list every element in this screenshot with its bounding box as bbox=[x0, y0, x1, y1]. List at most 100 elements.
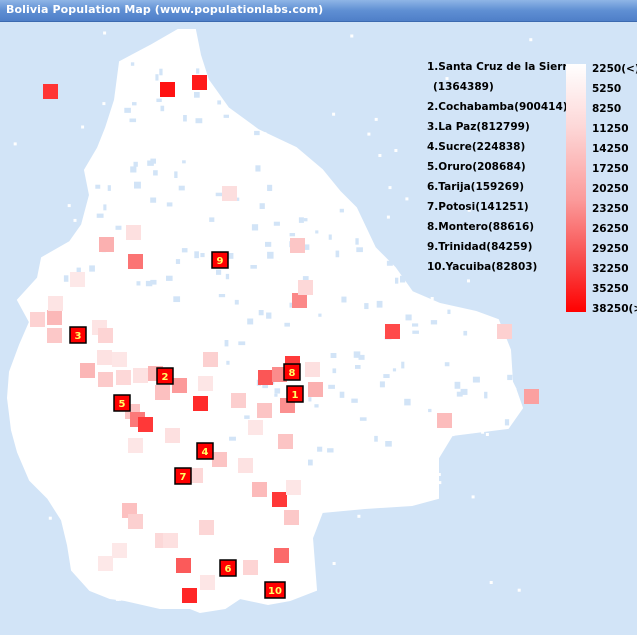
map-gap bbox=[267, 251, 274, 259]
marker-label: 1 bbox=[292, 390, 299, 401]
settlement-dot bbox=[84, 425, 88, 429]
map-gap bbox=[454, 381, 461, 389]
settlement-dot bbox=[430, 297, 434, 300]
settlement-dot bbox=[407, 305, 411, 309]
settlement-dot bbox=[217, 187, 220, 191]
settlement-dot bbox=[411, 457, 415, 461]
settlement-dot bbox=[228, 556, 232, 559]
settlement-dot bbox=[174, 212, 178, 216]
settlement-dot bbox=[211, 240, 215, 244]
map-gap bbox=[259, 203, 265, 209]
rank-item-1-population: (1364389) bbox=[433, 81, 494, 93]
settlement-dot bbox=[61, 454, 64, 458]
map-gap bbox=[364, 303, 369, 310]
settlement-dot bbox=[363, 449, 367, 452]
settlement-dot bbox=[101, 420, 105, 424]
settlement-dot bbox=[176, 122, 180, 126]
pop-cell bbox=[257, 403, 272, 418]
settlement-dot bbox=[87, 306, 91, 310]
settlement-dot bbox=[72, 450, 76, 454]
settlement-dot bbox=[284, 274, 288, 278]
settlement-dot bbox=[71, 396, 75, 400]
settlement-dot bbox=[224, 160, 227, 164]
map-gap bbox=[194, 92, 200, 98]
pop-cell bbox=[98, 328, 113, 343]
city-marker-potosi[interactable]: 7 bbox=[174, 467, 192, 485]
map-gap bbox=[355, 238, 359, 245]
pop-cell bbox=[48, 296, 63, 311]
settlement-dot bbox=[127, 358, 131, 361]
settlement-dot bbox=[482, 341, 486, 345]
map-gap bbox=[182, 160, 186, 164]
settlement-dot bbox=[377, 432, 381, 436]
city-marker-yacuiba[interactable]: 10 bbox=[264, 581, 286, 599]
settlement-dot bbox=[332, 112, 336, 116]
rank-item-2: 2.Cochabamba(900414) bbox=[427, 101, 568, 113]
settlement-dot bbox=[191, 40, 194, 44]
pop-cell bbox=[112, 352, 127, 367]
settlement-dot bbox=[99, 313, 103, 317]
pop-cell bbox=[192, 75, 207, 90]
pop-cell bbox=[298, 280, 313, 295]
map-gap bbox=[227, 253, 234, 259]
settlement-dot bbox=[281, 477, 285, 481]
settlement-dot bbox=[215, 184, 219, 187]
settlement-dot bbox=[87, 220, 91, 224]
settlement-dot bbox=[295, 446, 299, 449]
settlement-dot bbox=[284, 383, 288, 387]
settlement-dot bbox=[186, 530, 190, 534]
pop-cell bbox=[165, 428, 180, 443]
settlement-dot bbox=[182, 605, 186, 609]
settlement-dot bbox=[485, 346, 489, 350]
city-marker-montero[interactable]: 8 bbox=[283, 363, 301, 381]
city-markers[interactable]: 1 2 3 4 5 6 7 8 bbox=[69, 251, 304, 599]
settlement-dot bbox=[283, 577, 287, 581]
settlement-dot bbox=[186, 90, 190, 94]
settlement-dot bbox=[174, 104, 177, 108]
settlement-dot bbox=[442, 378, 445, 382]
settlement-dot bbox=[196, 585, 200, 589]
settlement-dot bbox=[467, 208, 471, 212]
map-gap bbox=[412, 323, 419, 327]
settlement-dot bbox=[427, 369, 431, 372]
map-gap bbox=[194, 251, 199, 259]
city-marker-oruro[interactable]: 5 bbox=[113, 394, 131, 412]
settlement-dot bbox=[423, 431, 427, 435]
settlement-dot bbox=[89, 466, 93, 470]
settlement-dot bbox=[195, 459, 199, 463]
pop-cell bbox=[231, 393, 246, 408]
settlement-dot bbox=[240, 541, 244, 545]
settlement-dot bbox=[217, 484, 221, 487]
settlement-dot bbox=[64, 338, 68, 341]
settlement-dot bbox=[146, 187, 149, 191]
settlement-dot bbox=[488, 389, 492, 393]
settlement-dot bbox=[241, 584, 244, 588]
city-marker-la-paz[interactable]: 3 bbox=[69, 326, 87, 344]
pop-cell bbox=[128, 254, 143, 269]
map-gap bbox=[374, 435, 378, 442]
city-marker-tarija[interactable]: 6 bbox=[219, 559, 237, 577]
settlement-dot bbox=[268, 287, 272, 290]
city-marker-trinidad[interactable]: 9 bbox=[211, 251, 229, 269]
population-map[interactable]: 1 2 3 4 5 6 7 8 bbox=[0, 22, 637, 635]
settlement-dot bbox=[234, 297, 238, 301]
settlement-dot bbox=[298, 408, 302, 412]
settlement-dot bbox=[469, 328, 473, 331]
settlement-dot bbox=[142, 288, 146, 292]
city-marker-cochabamba[interactable]: 2 bbox=[156, 367, 174, 385]
settlement-dot bbox=[331, 231, 335, 235]
settlement-dot bbox=[176, 496, 180, 500]
settlement-dot bbox=[232, 545, 236, 549]
settlement-dot bbox=[50, 379, 54, 383]
map-gap bbox=[107, 185, 111, 191]
settlement-dot bbox=[89, 200, 93, 204]
legend-label: 35250 bbox=[592, 283, 629, 295]
city-marker-sucre[interactable]: 4 bbox=[196, 442, 214, 460]
city-marker-santa-cruz[interactable]: 1 bbox=[286, 385, 304, 403]
settlement-dot bbox=[192, 233, 196, 236]
settlement-dot bbox=[189, 401, 193, 405]
settlement-dot bbox=[113, 385, 117, 389]
settlement-dot bbox=[144, 556, 148, 560]
map-gap bbox=[247, 318, 254, 325]
settlement-dot bbox=[108, 406, 112, 410]
